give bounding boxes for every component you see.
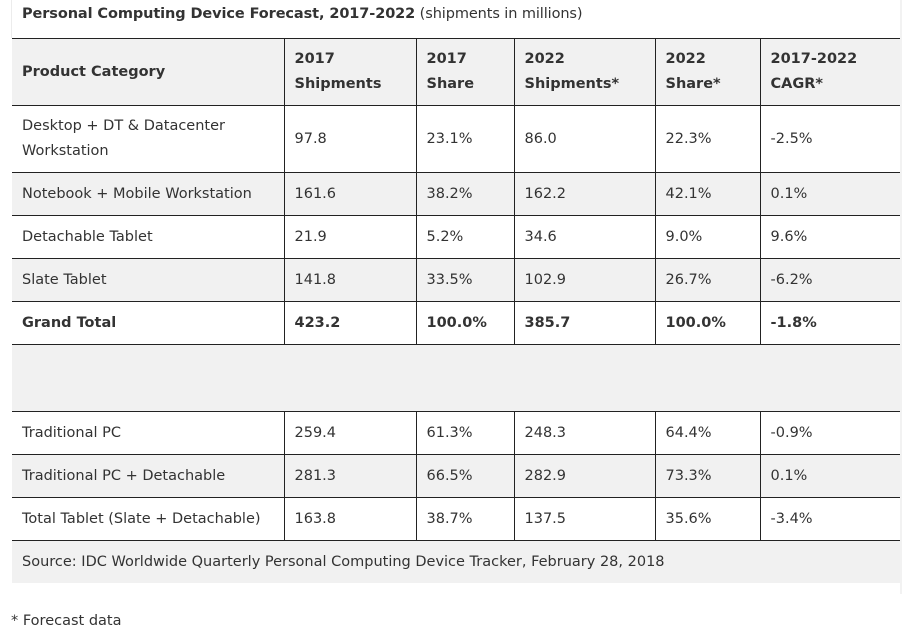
cell-2022-shipments: 162.2	[513, 172, 655, 216]
footnote: * Forecast data	[11, 613, 122, 629]
forecast-table: Product Category 2017 Shipments 2017 Share…	[12, 38, 900, 583]
table-row: Detachable Tablet 21.9 5.2% 34.6 9.0% 9.…	[12, 215, 900, 259]
table-row: Traditional PC + Detachable 281.3 66.5% …	[12, 454, 900, 498]
right-edge-strip	[900, 0, 902, 594]
cell-2017-share: 100.0%	[415, 301, 514, 345]
cell-2022-share: 64.4%	[654, 411, 760, 455]
source-note: Source: IDC Worldwide Quarterly Personal…	[12, 540, 900, 583]
cell-category: Traditional PC + Detachable	[12, 454, 284, 498]
cell-cagr: -2.5%	[759, 105, 900, 173]
cell-2017-shipments: 259.4	[283, 411, 416, 455]
table-title-units: (shipments in millions)	[415, 6, 583, 22]
header-2022-shipments: 2022 Shipments*	[513, 38, 655, 106]
table-title-main: Personal Computing Device Forecast, 2017…	[22, 6, 416, 22]
cell-2022-shipments: 86.0	[513, 105, 655, 173]
table-title: Personal Computing Device Forecast, 2017…	[22, 6, 583, 22]
cell-2017-shipments: 161.6	[283, 172, 416, 216]
cell-2017-share: 66.5%	[415, 454, 514, 498]
cell-2017-shipments: 281.3	[283, 454, 416, 498]
source-row: Source: IDC Worldwide Quarterly Personal…	[12, 540, 900, 583]
cell-2022-share: 100.0%	[654, 301, 760, 345]
cell-2017-shipments: 21.9	[283, 215, 416, 259]
cell-2022-share: 42.1%	[654, 172, 760, 216]
cell-cagr: -3.4%	[759, 497, 900, 541]
spacer-cell	[12, 344, 900, 412]
cell-2017-share: 5.2%	[415, 215, 514, 259]
cell-2022-share: 22.3%	[654, 105, 760, 173]
cell-category: Slate Tablet	[12, 258, 284, 302]
header-2017-share: 2017 Share	[415, 38, 514, 106]
table-row: Desktop + DT & Datacenter Workstation 97…	[12, 105, 900, 173]
cell-2022-share: 73.3%	[654, 454, 760, 498]
cell-2022-share: 9.0%	[654, 215, 760, 259]
table-row: Traditional PC 259.4 61.3% 248.3 64.4% -…	[12, 411, 900, 455]
cell-category: Desktop + DT & Datacenter Workstation	[12, 105, 284, 173]
cell-2017-shipments: 423.2	[283, 301, 416, 345]
cell-2022-shipments: 34.6	[513, 215, 655, 259]
table-row: Total Tablet (Slate + Detachable) 163.8 …	[12, 497, 900, 541]
cell-2022-share: 35.6%	[654, 497, 760, 541]
cell-cagr: 9.6%	[759, 215, 900, 259]
header-2017-shipments: 2017 Shipments	[283, 38, 416, 106]
header-product-category: Product Category	[12, 38, 284, 106]
table-row: Slate Tablet 141.8 33.5% 102.9 26.7% -6.…	[12, 258, 900, 302]
cell-2022-shipments: 137.5	[513, 497, 655, 541]
cell-2022-shipments: 385.7	[513, 301, 655, 345]
cell-2022-shipments: 102.9	[513, 258, 655, 302]
cell-2017-share: 33.5%	[415, 258, 514, 302]
cell-2022-share: 26.7%	[654, 258, 760, 302]
header-cagr: 2017-2022 CAGR*	[759, 38, 900, 106]
cell-2022-shipments: 248.3	[513, 411, 655, 455]
cell-2017-shipments: 141.8	[283, 258, 416, 302]
cell-2017-share: 23.1%	[415, 105, 514, 173]
cell-category: Traditional PC	[12, 411, 284, 455]
grand-total-row: Grand Total 423.2 100.0% 385.7 100.0% -1…	[12, 301, 900, 345]
header-row: Product Category 2017 Shipments 2017 Share…	[12, 38, 900, 106]
cell-cagr: 0.1%	[759, 454, 900, 498]
spacer-row	[12, 344, 900, 412]
cell-category: Grand Total	[12, 301, 284, 345]
cell-2017-share: 38.7%	[415, 497, 514, 541]
cell-2022-shipments: 282.9	[513, 454, 655, 498]
cell-category: Total Tablet (Slate + Detachable)	[12, 497, 284, 541]
frame-line	[11, 0, 12, 38]
cell-2017-shipments: 163.8	[283, 497, 416, 541]
cell-category: Notebook + Mobile Workstation	[12, 172, 284, 216]
cell-cagr: -1.8%	[759, 301, 900, 345]
cell-2017-share: 38.2%	[415, 172, 514, 216]
cell-cagr: -0.9%	[759, 411, 900, 455]
header-2022-share: 2022 Share*	[654, 38, 760, 106]
cell-category: Detachable Tablet	[12, 215, 284, 259]
cell-cagr: 0.1%	[759, 172, 900, 216]
table-row: Notebook + Mobile Workstation 161.6 38.2…	[12, 172, 900, 216]
cell-cagr: -6.2%	[759, 258, 900, 302]
cell-2017-shipments: 97.8	[283, 105, 416, 173]
cell-2017-share: 61.3%	[415, 411, 514, 455]
